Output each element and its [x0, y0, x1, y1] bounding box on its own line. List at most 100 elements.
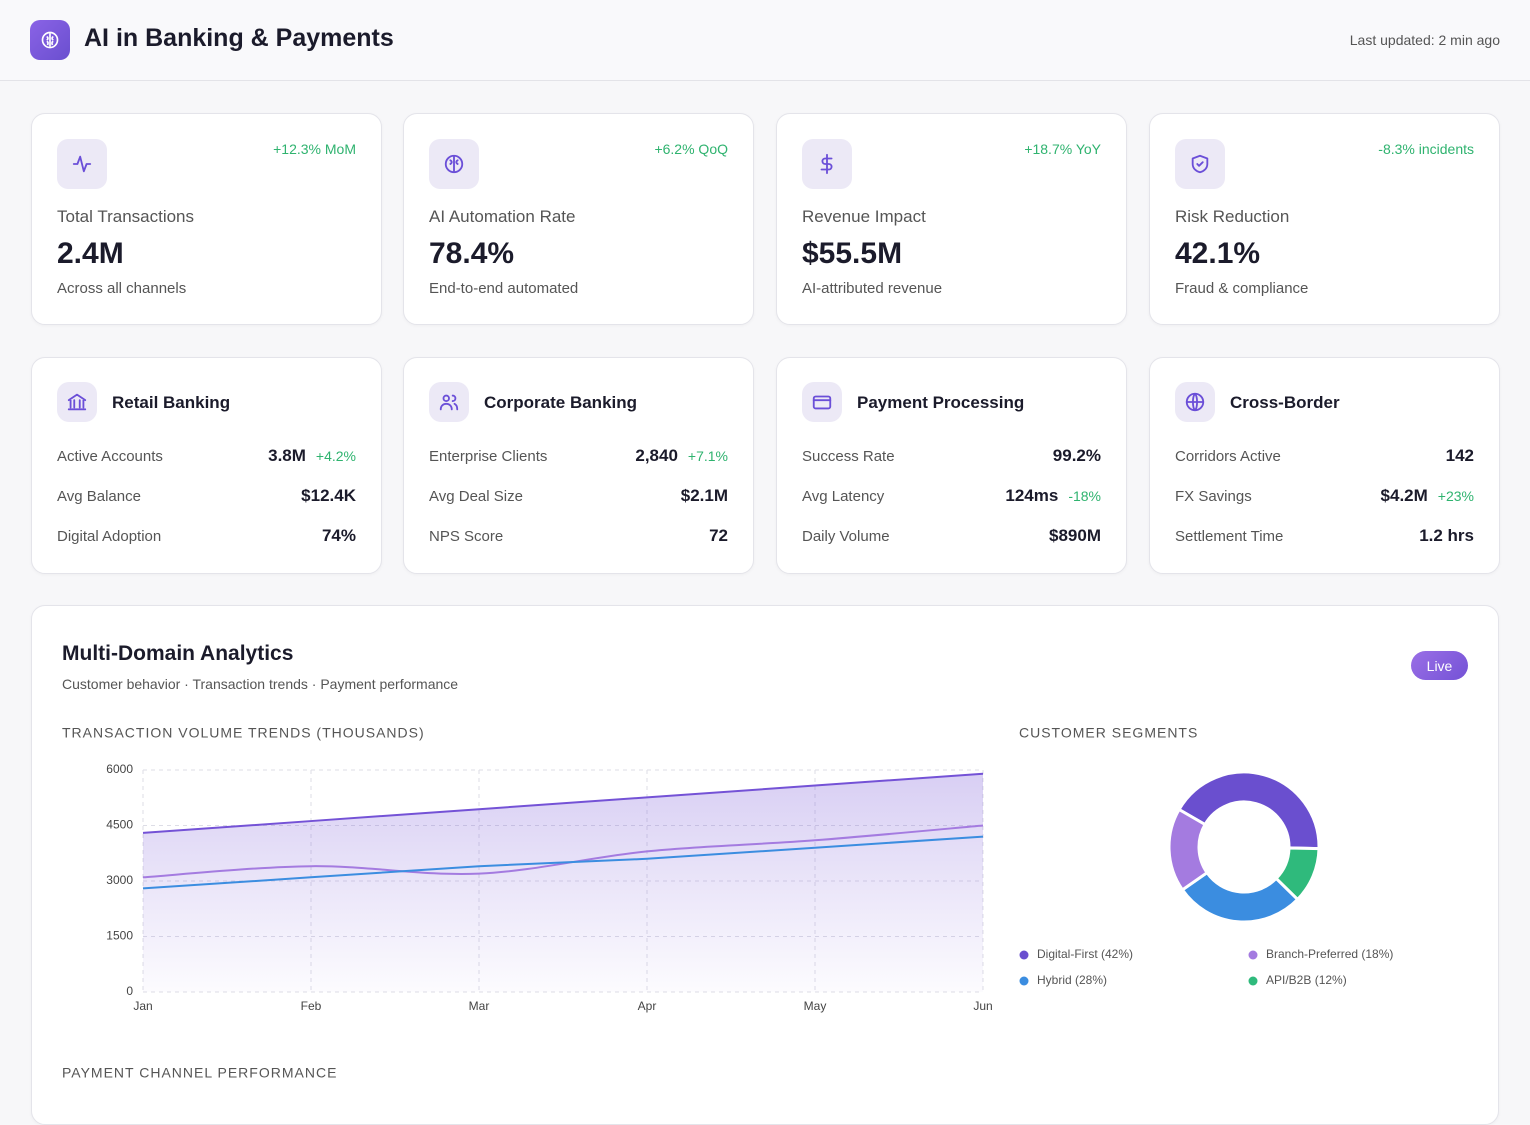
metric-change: -18%	[1068, 488, 1101, 504]
y-tick-label: 3000	[106, 873, 133, 887]
kpi-label: AI Automation Rate	[429, 207, 576, 226]
metric-value: 1.2 hrs	[1419, 526, 1474, 545]
line	[142, 824, 984, 879]
kpi-value: 78.4%	[429, 237, 515, 270]
metric-label: Active Accounts	[57, 447, 163, 465]
icon	[1191, 154, 1209, 174]
metric-row: Avg Deal Size $2.1M	[429, 485, 728, 507]
metric-row: Avg Balance $12.4K	[57, 485, 356, 507]
metric-row: FX Savings $4.2M +23%	[1175, 485, 1474, 507]
legend-dot	[1248, 950, 1258, 960]
x-tick-label: Apr	[638, 999, 657, 1013]
analytics-subtitle: Customer behavior · Transaction trends ·…	[62, 676, 459, 692]
kpi-label: Revenue Impact	[802, 207, 926, 226]
kpi-label: Total Transactions	[57, 207, 195, 226]
metric-label: NPS Score	[429, 527, 504, 545]
x-tick-label: Mar	[469, 999, 490, 1013]
kpi-card: +12.3% MoM Total Transactions 2.4M Across a…	[31, 113, 382, 325]
domain-title: Payment Processing	[857, 393, 1025, 412]
kpi-change: -8.3% incidents	[1378, 141, 1474, 157]
kpi-label: Risk Reduction	[1175, 207, 1290, 226]
y-tick-label: 1500	[106, 929, 133, 943]
x-tick-label: Feb	[301, 999, 322, 1013]
metric-label: Digital Adoption	[57, 527, 162, 545]
kpi-icon	[802, 139, 852, 189]
page-title: AI in Banking & Payments	[84, 24, 394, 52]
legend-label: Hybrid (28%)	[1037, 973, 1107, 987]
metric-value: $12.4K	[301, 486, 356, 505]
area	[143, 773, 983, 992]
line	[142, 772, 984, 834]
kpi-change: +12.3% MoM	[273, 141, 356, 157]
pie-chart-title: CUSTOMER SEGMENTS	[1019, 725, 1198, 741]
metric-value: 72	[709, 526, 728, 545]
logo	[30, 20, 70, 60]
metric-value: $890M	[1049, 526, 1101, 545]
kpi-change: +18.7% YoY	[1024, 141, 1101, 157]
line-chart-title: TRANSACTION VOLUME TRENDS (THOUSANDS)	[62, 725, 425, 741]
icon	[812, 395, 832, 410]
domain-card: Cross-Border Corridors Active 142 FX Saving…	[1149, 357, 1500, 574]
metric-value: $4.2M	[1380, 486, 1428, 505]
metric-value: 74%	[321, 526, 356, 545]
metric-row: Active Accounts 3.8M +4.2%	[57, 445, 356, 467]
legend-label: API/B2B (12%)	[1266, 973, 1347, 987]
live-badge[interactable]: Live	[1411, 651, 1468, 680]
x-tick-label: Jan	[133, 999, 152, 1013]
legend-label: Digital-First (42%)	[1037, 947, 1133, 961]
line	[142, 835, 984, 890]
x-tick-label: May	[804, 999, 827, 1013]
metric-row: Enterprise Clients 2,840 +7.1%	[429, 445, 728, 467]
logo-icon	[41, 31, 59, 49]
metric-row: Avg Latency 124ms -18%	[802, 485, 1101, 507]
icon	[1185, 392, 1205, 412]
metric-label: Avg Balance	[57, 487, 141, 505]
kpi-note: Across all channels	[57, 280, 187, 297]
metric-value: 124ms	[1005, 486, 1059, 505]
icon	[67, 393, 87, 411]
kpi-note: AI-attributed revenue	[802, 280, 943, 297]
domain-icon	[1175, 382, 1215, 422]
metric-value: $2.1M	[680, 486, 728, 505]
donut-segment	[1167, 807, 1210, 892]
kpi-note: Fraud & compliance	[1175, 280, 1309, 297]
domain-title: Retail Banking	[112, 393, 231, 412]
metric-value: 142	[1445, 446, 1474, 465]
y-tick-label: 6000	[106, 762, 133, 776]
icon	[72, 155, 92, 173]
kpi-icon	[57, 139, 107, 189]
y-tick-label: 0	[126, 984, 133, 998]
charts: TRANSACTION VOLUME TRENDS (THOUSANDS) CU…	[62, 725, 1393, 1080]
domain-icon	[802, 382, 842, 422]
metric-change: +23%	[1437, 488, 1474, 504]
y-tick-label: 4500	[106, 818, 133, 832]
metric-label: FX Savings	[1175, 487, 1252, 505]
metric-label: Success Rate	[802, 447, 895, 465]
kpi-card: -8.3% incidents Risk Reduction 42.1% Fraud …	[1149, 113, 1500, 325]
domain-card: Payment Processing Success Rate 99.2% Avg L…	[776, 357, 1127, 574]
domain-icon	[429, 382, 469, 422]
legend-dot	[1019, 976, 1029, 986]
metric-label: Enterprise Clients	[429, 447, 548, 465]
metric-value: 99.2%	[1052, 446, 1101, 465]
metric-row: Corridors Active 142	[1175, 445, 1474, 467]
kpi-value: 2.4M	[57, 237, 124, 270]
section-title: PAYMENT CHANNEL PERFORMANCE	[62, 1065, 337, 1080]
metric-change: +7.1%	[687, 448, 728, 464]
donut-segment	[1176, 770, 1321, 851]
header: AI in Banking & Payments Last updated: 2…	[0, 0, 1530, 81]
metric-row: Settlement Time 1.2 hrs	[1175, 525, 1474, 547]
metric-row: NPS Score 72	[429, 525, 728, 547]
kpi-card: +18.7% YoY Revenue Impact $55.5M AI-attribu…	[776, 113, 1127, 325]
metric-label: Corridors Active	[1175, 447, 1281, 465]
metric-row: Digital Adoption 74%	[57, 525, 356, 547]
metric-change: +4.2%	[315, 448, 356, 464]
kpi-change: +6.2% QoQ	[654, 141, 728, 157]
domain-title: Corporate Banking	[484, 393, 638, 412]
metric-row: Success Rate 99.2%	[802, 445, 1101, 467]
icon	[439, 394, 459, 411]
metric-value: 3.8M	[268, 446, 306, 465]
domain-icon	[57, 382, 97, 422]
kpi-value: 42.1%	[1175, 237, 1261, 270]
